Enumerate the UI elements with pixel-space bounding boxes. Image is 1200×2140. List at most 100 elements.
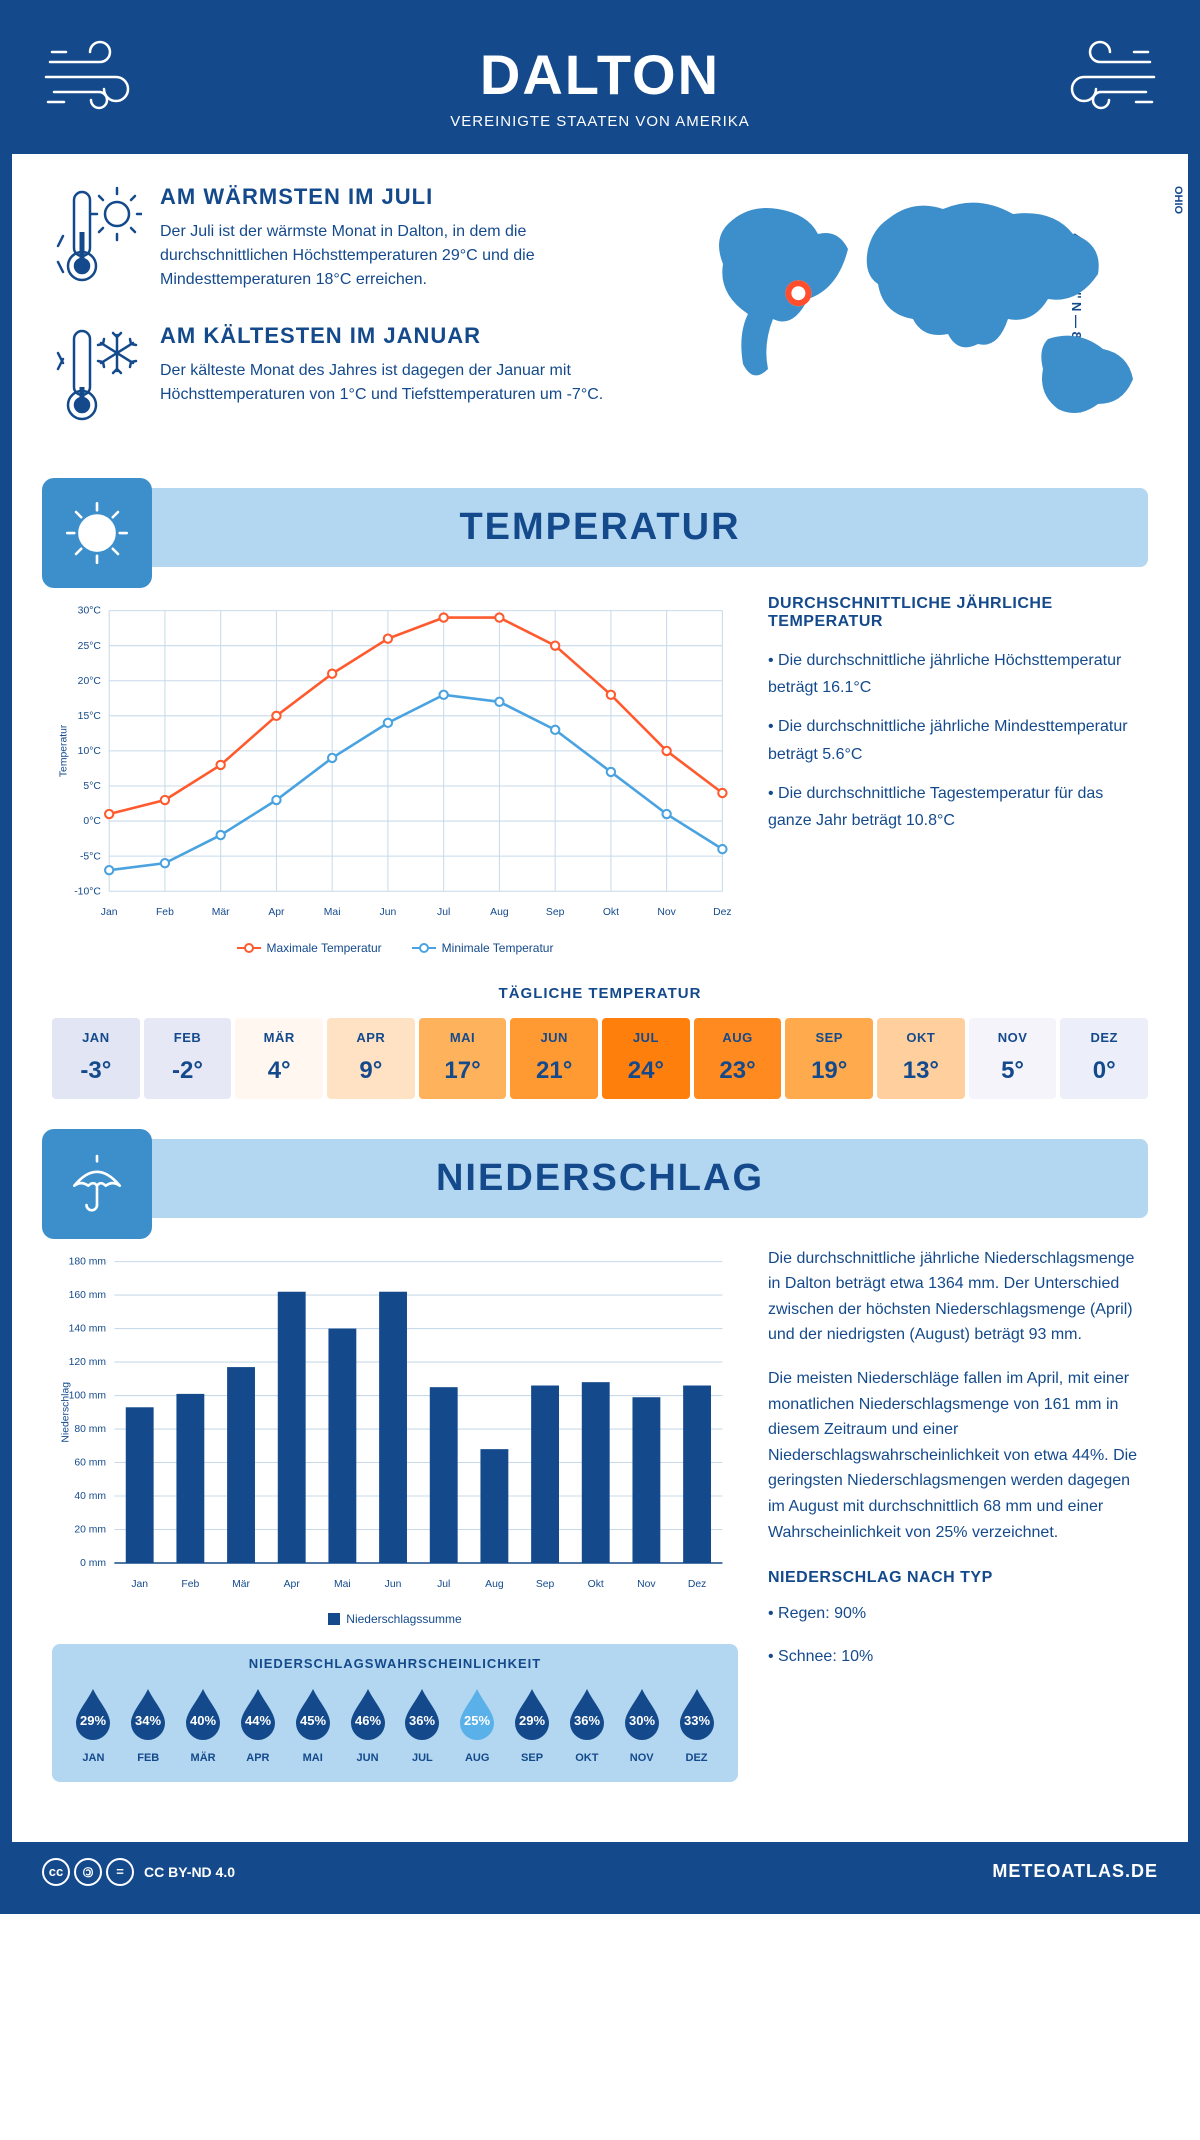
thermometer-cold-icon: [52, 323, 142, 438]
svg-text:Temperatur: Temperatur: [59, 724, 70, 777]
temperature-line-chart: -10°C -5°C 0°C 5°C 10°C 15°C 20°C 25°C 30°C Jan Fe…: [52, 595, 738, 955]
state-label: OHIO: [1172, 186, 1184, 214]
svg-text:29%: 29%: [80, 1713, 106, 1728]
daily-cell: FEB-2°: [144, 1018, 232, 1099]
svg-text:33%: 33%: [684, 1713, 710, 1728]
daily-temp-grid: JAN-3°FEB-2°MÄR4°APR9°MAI17°JUN21°JUL24°…: [52, 1018, 1148, 1099]
precipitation-probability-bar: NIEDERSCHLAGSWAHRSCHEINLICHKEIT 29%JAN34…: [52, 1644, 738, 1782]
rain-drop: 36%JUL: [397, 1685, 448, 1764]
svg-text:34%: 34%: [135, 1713, 161, 1728]
svg-text:160 mm: 160 mm: [69, 1290, 106, 1301]
rain-drop: 46%JUN: [342, 1685, 393, 1764]
svg-text:40 mm: 40 mm: [74, 1491, 106, 1502]
svg-text:0 mm: 0 mm: [80, 1558, 106, 1569]
svg-text:44%: 44%: [245, 1713, 271, 1728]
svg-text:36%: 36%: [574, 1713, 600, 1728]
daily-temp-title: TÄGLICHE TEMPERATUR: [52, 985, 1148, 1002]
daily-cell: AUG23°: [694, 1018, 782, 1099]
daily-cell: MAI17°: [419, 1018, 507, 1099]
warmest-text: Der Juli ist der wärmste Monat in Dalton…: [160, 220, 658, 292]
svg-text:Aug: Aug: [490, 907, 509, 918]
footer: cc🄯= CC BY-ND 4.0 METEOATLAS.DE: [12, 1842, 1188, 1902]
wind-icon-right: [1038, 32, 1158, 122]
svg-text:0°C: 0°C: [83, 816, 101, 827]
precipitation-banner: NIEDERSCHLAG: [52, 1139, 1148, 1218]
infographic-page: DALTON VEREINIGTE STAATEN VON AMERIKA: [0, 0, 1200, 1914]
coldest-text: Der kälteste Monat des Jahres ist dagege…: [160, 359, 658, 407]
svg-text:Jun: Jun: [380, 907, 397, 918]
svg-text:180 mm: 180 mm: [69, 1256, 106, 1267]
warmest-block: AM WÄRMSTEN IM JULI Der Juli ist der wär…: [52, 184, 658, 299]
daily-cell: OKT13°: [877, 1018, 965, 1099]
svg-text:Okt: Okt: [603, 907, 619, 918]
warmest-title: AM WÄRMSTEN IM JULI: [160, 184, 658, 210]
svg-text:Feb: Feb: [181, 1579, 199, 1590]
svg-text:29%: 29%: [519, 1713, 545, 1728]
daily-cell: SEP19°: [785, 1018, 873, 1099]
rain-drop: 25%AUG: [452, 1685, 503, 1764]
precipitation-bar-chart: 0 mm20 mm40 mm60 mm80 mm100 mm120 mm140 …: [52, 1246, 738, 1626]
cc-license-icons: cc🄯=: [42, 1858, 134, 1886]
svg-text:Jul: Jul: [437, 907, 450, 918]
svg-text:Sep: Sep: [546, 907, 565, 918]
temp-chart-legend: Maximale Temperatur Minimale Temperatur: [52, 941, 738, 955]
wind-icon-left: [42, 32, 162, 122]
svg-text:Mär: Mär: [212, 907, 230, 918]
svg-text:-10°C: -10°C: [74, 886, 101, 897]
svg-text:Dez: Dez: [688, 1579, 706, 1590]
thermometer-hot-icon: [52, 184, 142, 299]
svg-text:45%: 45%: [300, 1713, 326, 1728]
daily-cell: JUN21°: [510, 1018, 598, 1099]
svg-text:20°C: 20°C: [78, 676, 102, 687]
rain-drop: 33%DEZ: [671, 1685, 722, 1764]
rain-drop: 29%SEP: [507, 1685, 558, 1764]
brand-label: METEOATLAS.DE: [992, 1861, 1158, 1882]
temperature-heading: TEMPERATUR: [459, 506, 740, 549]
svg-text:Jan: Jan: [101, 907, 118, 918]
rain-drop: 36%OKT: [561, 1685, 612, 1764]
city-title: DALTON: [52, 42, 1148, 107]
rain-drop: 44%APR: [232, 1685, 283, 1764]
rain-drop: 45%MAI: [287, 1685, 338, 1764]
svg-text:60 mm: 60 mm: [74, 1457, 106, 1468]
rain-drop: 30%NOV: [616, 1685, 667, 1764]
world-map: [688, 184, 1148, 444]
svg-text:Mai: Mai: [334, 1579, 351, 1590]
daily-cell: DEZ0°: [1060, 1018, 1148, 1099]
svg-text:Aug: Aug: [485, 1579, 504, 1590]
daily-cell: APR9°: [327, 1018, 415, 1099]
svg-text:Apr: Apr: [284, 1579, 301, 1590]
sun-icon: [42, 478, 152, 588]
svg-text:100 mm: 100 mm: [69, 1390, 106, 1401]
svg-text:5°C: 5°C: [83, 781, 101, 792]
daily-cell: MÄR4°: [235, 1018, 323, 1099]
svg-text:25°C: 25°C: [78, 641, 102, 652]
svg-text:10°C: 10°C: [78, 746, 102, 757]
svg-text:36%: 36%: [409, 1713, 435, 1728]
precipitation-heading: NIEDERSCHLAG: [436, 1157, 764, 1200]
coldest-block: AM KÄLTESTEN IM JANUAR Der kälteste Mona…: [52, 323, 658, 438]
svg-text:Nov: Nov: [637, 1579, 656, 1590]
svg-text:25%: 25%: [464, 1713, 490, 1728]
svg-text:40%: 40%: [190, 1713, 216, 1728]
svg-text:120 mm: 120 mm: [69, 1357, 106, 1368]
svg-text:Sep: Sep: [536, 1579, 555, 1590]
svg-text:30°C: 30°C: [78, 606, 102, 617]
svg-text:Jan: Jan: [131, 1579, 148, 1590]
svg-text:-5°C: -5°C: [80, 851, 101, 862]
rain-drop: 40%MÄR: [178, 1685, 229, 1764]
daily-cell: JUL24°: [602, 1018, 690, 1099]
svg-text:20 mm: 20 mm: [74, 1524, 106, 1535]
precipitation-summary: Die durchschnittliche jährliche Niedersc…: [768, 1246, 1148, 1782]
header: DALTON VEREINIGTE STAATEN VON AMERIKA: [12, 12, 1188, 154]
license-label: CC BY-ND 4.0: [144, 1864, 235, 1880]
svg-text:15°C: 15°C: [78, 711, 102, 722]
svg-text:Feb: Feb: [156, 907, 174, 918]
country-subtitle: VEREINIGTE STAATEN VON AMERIKA: [52, 113, 1148, 130]
svg-text:80 mm: 80 mm: [74, 1424, 106, 1435]
precip-chart-legend: Niederschlagssumme: [52, 1612, 738, 1626]
umbrella-icon: [42, 1129, 152, 1239]
svg-text:Nov: Nov: [657, 907, 676, 918]
svg-text:Apr: Apr: [268, 907, 285, 918]
svg-text:Mai: Mai: [324, 907, 341, 918]
